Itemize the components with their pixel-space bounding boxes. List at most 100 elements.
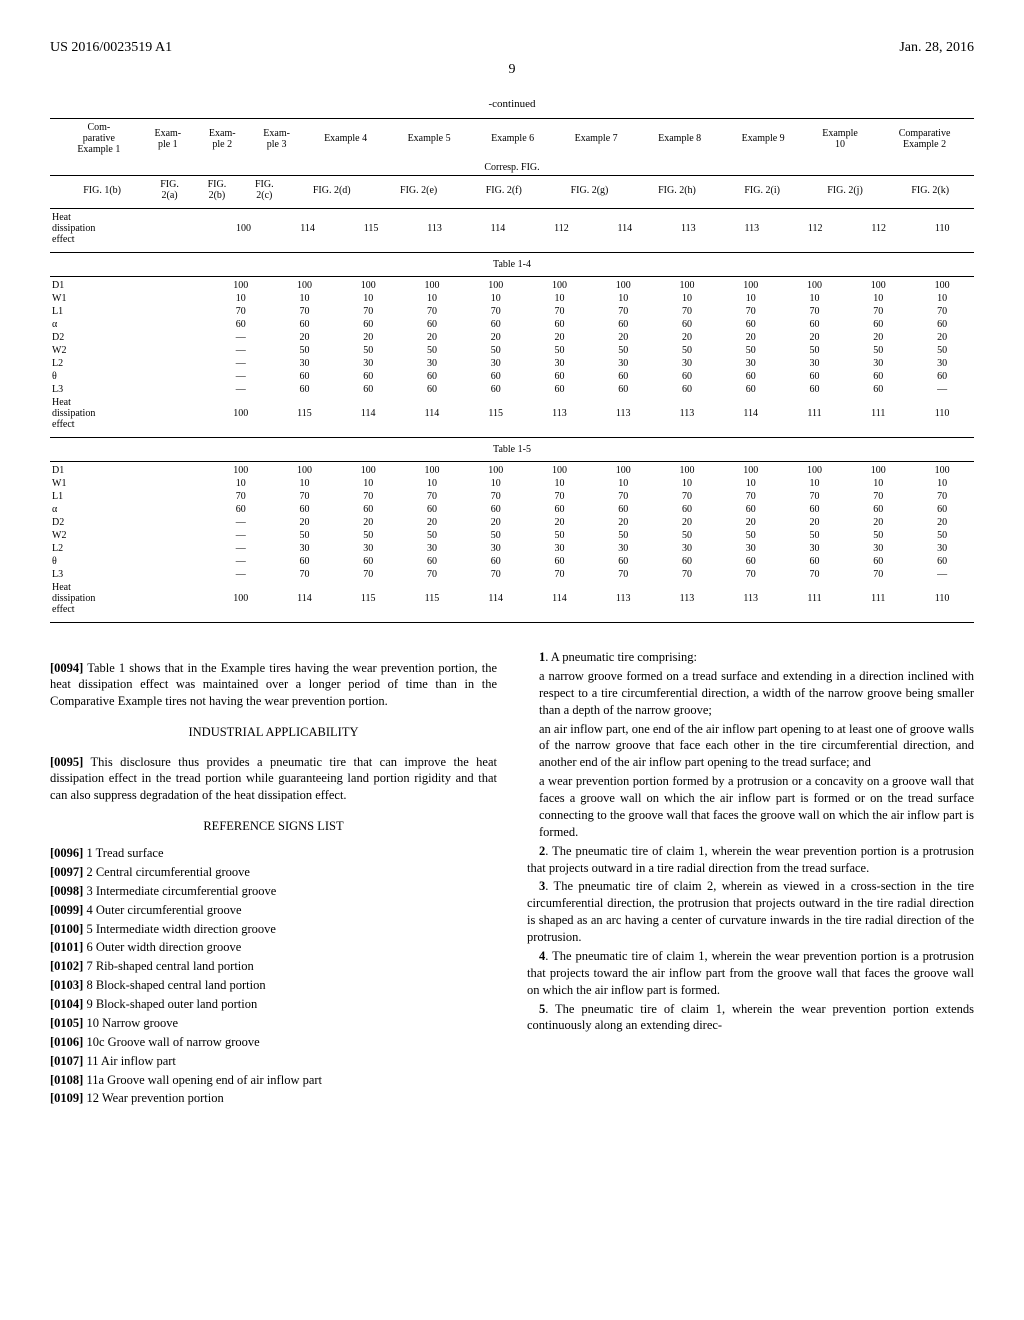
table-cell: 60 — [910, 370, 974, 383]
row-label: L2 — [50, 357, 209, 370]
table-cell: 60 — [783, 503, 847, 516]
ref-item: [0096] 1 Tread surface — [50, 845, 497, 862]
ref-text: 8 Block-shaped central land portion — [83, 978, 265, 992]
page-header: US 2016/0023519 A1 Jan. 28, 2016 — [50, 40, 974, 56]
ref-item: [0100] 5 Intermediate width direction gr… — [50, 921, 497, 938]
table-cell: 70 — [783, 568, 847, 581]
ref-num: [0106] — [50, 1035, 83, 1049]
table-cell: 113 — [720, 211, 783, 246]
table-cell: 60 — [209, 318, 273, 331]
table-cell: 100 — [655, 464, 719, 477]
ref-text: 11 Air inflow part — [83, 1054, 176, 1068]
table-cell: 100 — [719, 464, 783, 477]
table-cell: 60 — [655, 383, 719, 396]
table-cell: 60 — [209, 503, 273, 516]
table-cell: 60 — [655, 555, 719, 568]
ref-num: [0108] — [50, 1073, 83, 1087]
table-cell: 60 — [910, 555, 974, 568]
row-label: θ — [50, 555, 209, 568]
table-cell: 20 — [655, 516, 719, 529]
table-cell: 20 — [591, 331, 655, 344]
table-cell: 70 — [273, 568, 337, 581]
table-cell: FIG. 2(j) — [804, 178, 887, 202]
table-row: L2—3030303030303030303030 — [50, 357, 974, 370]
table-cell: 115 — [339, 211, 402, 246]
table-cell: 60 — [273, 555, 337, 568]
table-cell: 70 — [655, 490, 719, 503]
table-cell: 50 — [783, 529, 847, 542]
ref-num: [0097] — [50, 865, 83, 879]
ref-item: [0098] 3 Intermediate circumferential gr… — [50, 883, 497, 900]
table-cell: 70 — [336, 490, 400, 503]
table-cell: 20 — [910, 516, 974, 529]
table-cell: 60 — [591, 383, 655, 396]
table-cell: 50 — [336, 344, 400, 357]
table-row: D2—2020202020202020202020 — [50, 331, 974, 344]
table-cell: 60 — [655, 370, 719, 383]
table-cell: 70 — [336, 568, 400, 581]
right-column: 1. A pneumatic tire comprising: a narrow… — [527, 647, 974, 1109]
ref-text: 3 Intermediate circumferential groove — [83, 884, 276, 898]
table-cell: 100 — [655, 279, 719, 292]
table-cell: 30 — [273, 357, 337, 370]
table-row: W1101010101010101010101010 — [50, 292, 974, 305]
table-cell: 60 — [464, 555, 528, 568]
table-cell: 50 — [336, 529, 400, 542]
table-rule — [50, 276, 974, 277]
row-label: α — [50, 503, 209, 516]
table-cell: 113 — [528, 396, 592, 431]
table-cell: 10 — [400, 477, 464, 490]
table-cell: 60 — [400, 555, 464, 568]
claim-2: 2. The pneumatic tire of claim 1, wherei… — [527, 843, 974, 877]
table-cell: 113 — [591, 396, 655, 431]
table-cell: 50 — [655, 529, 719, 542]
table-cell: 50 — [528, 344, 592, 357]
table-row: W2—5050505050505050505050 — [50, 344, 974, 357]
table-cell: 114 — [593, 211, 656, 246]
table-cell: 60 — [846, 318, 910, 331]
table-cell: 60 — [783, 370, 847, 383]
table-cell: 60 — [273, 383, 337, 396]
table-cell: 60 — [846, 383, 910, 396]
table-cell: 30 — [528, 542, 592, 555]
row-label: L1 — [50, 305, 209, 318]
table-cell: 30 — [783, 542, 847, 555]
table-cell: 10 — [719, 477, 783, 490]
table-cell: 70 — [846, 568, 910, 581]
table-cell: 70 — [464, 490, 528, 503]
table-cell: 60 — [719, 503, 783, 516]
table-cell: 70 — [400, 305, 464, 318]
table-cell: 111 — [846, 581, 910, 616]
table-cell: 20 — [400, 331, 464, 344]
table-cell: 10 — [209, 477, 273, 490]
table-cell: 114 — [464, 581, 528, 616]
table-cell: 50 — [273, 344, 337, 357]
table-cell: 110 — [910, 211, 974, 246]
table-cell: — — [209, 357, 273, 370]
table-cell: 70 — [400, 490, 464, 503]
table-row: Heatdissipationeffect1001141151151141141… — [50, 581, 974, 616]
two-column-body: [0094] Table 1 shows that in the Example… — [50, 647, 974, 1109]
table-cell: 100 — [846, 464, 910, 477]
table-cell: 115 — [336, 581, 400, 616]
table-cell: 70 — [209, 305, 273, 318]
table-row: L3—60606060606060606060— — [50, 383, 974, 396]
ref-text: 5 Intermediate width direction groove — [83, 922, 276, 936]
table-cell: 114 — [336, 396, 400, 431]
table-cell: Example10 — [805, 121, 875, 156]
ref-num: [0101] — [50, 940, 83, 954]
claim-1: 1. A pneumatic tire comprising: — [527, 649, 974, 666]
claim-text: . The pneumatic tire of claim 1, wherein… — [527, 844, 974, 875]
ref-text: 4 Outer circumferential groove — [83, 903, 241, 917]
table-cell: 70 — [528, 305, 592, 318]
para-text: This disclosure thus provides a pneumati… — [50, 755, 497, 803]
ref-item: [0109] 12 Wear prevention portion — [50, 1090, 497, 1107]
table-cell: FIG. 2(k) — [886, 178, 974, 202]
table-cell: 100 — [910, 464, 974, 477]
table-cell: FIG. 2(f) — [462, 178, 546, 202]
claim-1c: a wear prevention portion formed by a pr… — [539, 773, 974, 841]
table-cell: 60 — [846, 555, 910, 568]
ref-text: 11a Groove wall opening end of air inflo… — [83, 1073, 322, 1087]
ref-num: [0098] — [50, 884, 83, 898]
table-cell: 60 — [273, 370, 337, 383]
